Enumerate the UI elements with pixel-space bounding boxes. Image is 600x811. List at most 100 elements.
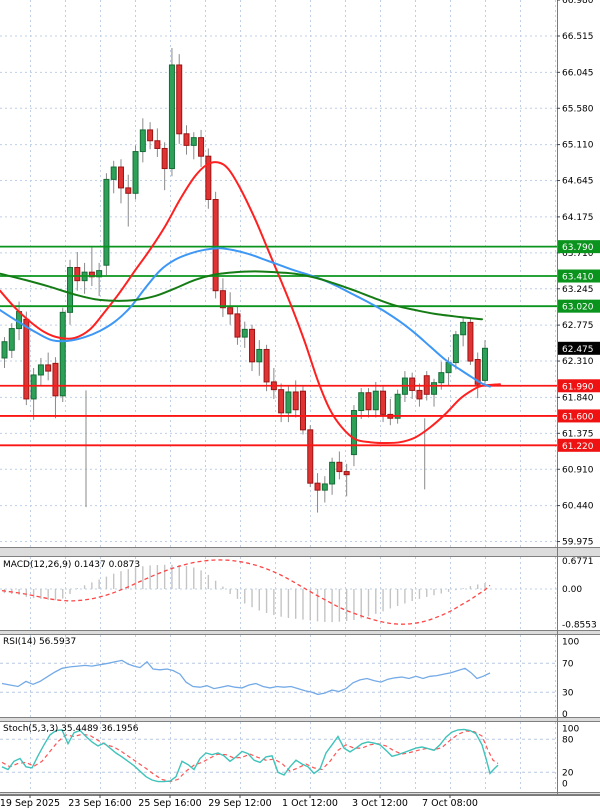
time-axis-label: 23 Sep 16:00 (68, 798, 131, 809)
price-axis-label: 66.515 (562, 32, 594, 42)
panel-separator-handle (0, 547, 600, 557)
bearish-candle (147, 129, 154, 142)
bearish-candle (292, 391, 299, 411)
bearish-candle (474, 359, 481, 385)
stoch-axis-label: 20 (562, 768, 574, 778)
bearish-candle (74, 267, 81, 282)
stoch-d-line (1, 730, 499, 783)
bullish-candle (438, 372, 445, 384)
bearish-candle (212, 198, 219, 292)
bearish-candle (125, 187, 132, 194)
bearish-candle (176, 64, 183, 135)
price-badge-support (558, 409, 600, 423)
bearish-candle (249, 328, 256, 363)
bearish-candle (161, 147, 168, 170)
time-axis[interactable]: 19 Sep 2025 23 Sep 16:00 25 Sep 16:00 29 Se… (0, 795, 600, 809)
bullish-candle (460, 321, 467, 336)
price-badges: 63.790 63.410 63.020 62.475 61.990 61.600 61.2… (558, 240, 600, 452)
price-axis-label: 61.375 (562, 429, 594, 439)
bullish-candle (350, 410, 357, 456)
bearish-candle (234, 313, 241, 338)
price-axis-label: 63.245 (562, 285, 594, 295)
price-axis-label: 65.110 (562, 141, 594, 151)
candlestick-series (1, 47, 488, 513)
ma-fast-red (0, 161, 501, 445)
bullish-candle (321, 483, 328, 491)
bearish-candle (416, 389, 423, 400)
stoch-axis-label: 0 (562, 779, 568, 789)
rsi-line (1, 659, 491, 696)
bearish-candle (45, 364, 52, 372)
bullish-candle (372, 390, 379, 411)
price-axis-label: 61.840 (562, 393, 594, 403)
time-axis-label: 29 Sep 12:00 (208, 798, 271, 809)
bearish-candle (336, 461, 343, 473)
time-axis-label: 19 Sep 2025 (0, 798, 60, 809)
time-axis-label: 25 Sep 16:00 (138, 798, 201, 809)
time-axis-label: 3 Oct 12:00 (352, 798, 408, 809)
price-axis-label: 65.580 (562, 104, 594, 114)
bearish-candle (154, 140, 161, 149)
rsi-axis-label: 0 (562, 710, 568, 720)
price-axis-label: 62.775 (562, 321, 594, 331)
price-axis-label: 66.045 (562, 68, 594, 78)
bearish-candle (307, 429, 314, 484)
stoch-axis-label: 80 (562, 735, 574, 745)
price-badge-label: 63.790 (562, 243, 594, 253)
rsi-axis-label: 70 (562, 659, 574, 669)
stochastic-panel (0, 728, 557, 783)
panel-separator-handle (0, 717, 600, 722)
bearish-candle (117, 166, 124, 189)
rsi-panel (0, 659, 557, 696)
rsi-axis-label: 30 (562, 688, 574, 698)
macd-histogram (3, 564, 486, 623)
stoch-axis-label: 100 (562, 724, 579, 734)
ma-medium-blue (0, 247, 491, 388)
panel-separators[interactable] (0, 547, 600, 795)
ma-slow-green (0, 270, 483, 321)
macd-signal-line (1, 559, 491, 625)
bearish-candle (219, 290, 226, 309)
price-axis[interactable]: 66.980 66.515 66.045 65.580 65.110 64.645 64.1… (557, 0, 597, 795)
bearish-candle (52, 362, 59, 397)
bearish-candle (198, 137, 205, 157)
bearish-candle (380, 390, 387, 415)
bearish-candle (299, 390, 306, 431)
price-badge-label: 62.475 (562, 345, 594, 355)
bearish-candle (23, 318, 30, 400)
price-axis-label: 59.975 (562, 538, 594, 548)
bullish-candle (139, 129, 146, 153)
bearish-candle (183, 133, 190, 146)
price-axis-label: 60.910 (562, 465, 594, 475)
time-axis-label: 1 Oct 12:00 (282, 798, 338, 809)
price-badge-label: 61.220 (562, 442, 594, 452)
bullish-candle (1, 341, 8, 359)
spike-wicks (85, 390, 426, 508)
stoch-indicator-label: Stoch(5,3,3) 35.4489 36.1956 (3, 724, 139, 734)
bullish-candle (103, 178, 110, 266)
bullish-candle (394, 393, 401, 419)
bearish-candle (343, 471, 350, 476)
panel-separator-handle (0, 630, 600, 635)
bearish-candle (227, 307, 234, 315)
price-badge-label: 63.410 (562, 273, 594, 283)
bullish-candle (285, 391, 292, 414)
bullish-candle (8, 328, 15, 351)
macd-axis-label: 0.00 (562, 585, 582, 595)
rsi-axis-label: 100 (562, 638, 579, 648)
grid (0, 0, 557, 792)
time-axis-label: 7 Oct 08:00 (422, 798, 478, 809)
macd-panel (0, 559, 557, 625)
bullish-candle (329, 461, 336, 485)
bearish-candle (365, 392, 372, 411)
price-badge-label: 61.990 (562, 382, 594, 392)
stoch-k-line (1, 728, 499, 783)
bearish-candle (409, 377, 416, 391)
bullish-candle (431, 382, 438, 395)
price-axis-label: 64.645 (562, 177, 594, 187)
price-badge-resistance (558, 240, 600, 254)
bearish-candle (314, 482, 321, 491)
bullish-candle (67, 267, 74, 313)
